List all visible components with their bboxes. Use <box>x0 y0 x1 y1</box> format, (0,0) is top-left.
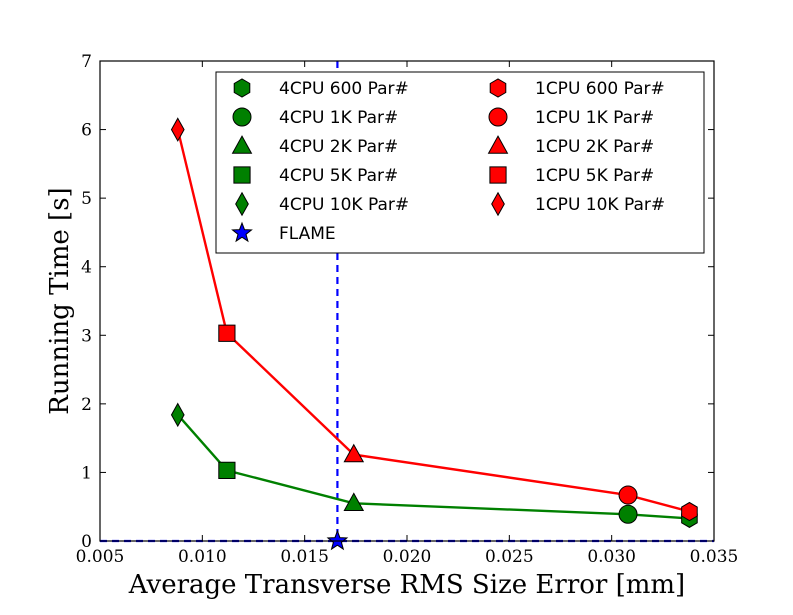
legend-marker-diamond <box>235 191 249 217</box>
point-1cpu-triangle <box>343 443 365 463</box>
x-tick-label: 0.015 <box>280 547 329 567</box>
x-tick-label: 0.010 <box>178 547 227 567</box>
legend-marker-circle <box>232 107 252 127</box>
legend-label: 1CPU 1K Par# <box>535 108 654 128</box>
x-tick-label: 0.025 <box>485 547 534 567</box>
point-4cpu-diamond <box>170 402 185 428</box>
point-1cpu-square <box>218 324 236 342</box>
y-tick-label: 2 <box>81 395 92 415</box>
x-axis-label: Average Transverse RMS Size Error [mm] <box>128 570 685 600</box>
x-tick-label: 0.030 <box>587 547 636 567</box>
legend-label: 1CPU 600 Par# <box>535 79 665 99</box>
legend-marker-square <box>489 166 507 184</box>
point-1cpu-hexagon <box>681 501 698 522</box>
flame-point <box>326 529 349 551</box>
legend-marker-hexagon <box>233 78 251 98</box>
legend-marker-circle <box>488 107 508 127</box>
x-tick-label: 0.020 <box>383 547 432 567</box>
point-4cpu-square <box>218 461 236 479</box>
point-4cpu-circle <box>618 504 638 524</box>
y-tick-label: 6 <box>81 121 92 141</box>
legend-marker-square <box>233 166 251 184</box>
axes: 0.005 0.010 0.015 0.020 0.025 0.030 0.035 0 1 2 3 4… <box>45 52 738 600</box>
y-tick-label: 3 <box>81 326 92 346</box>
legend-label: 4CPU 5K Par# <box>279 166 398 186</box>
legend-marker-triangle <box>231 135 253 154</box>
legend-label: 4CPU 10K Par# <box>279 195 409 215</box>
legend-marker-hexagon <box>489 78 507 98</box>
legend-label: 1CPU 10K Par# <box>535 195 665 215</box>
legend-marker-diamond <box>491 191 505 217</box>
x-tick-label: 0.005 <box>76 547 125 567</box>
point-4cpu-triangle <box>343 492 365 511</box>
point-1cpu-circle <box>618 485 638 505</box>
legend-label: 4CPU 2K Par# <box>279 137 398 157</box>
legend-label: FLAME <box>279 224 336 244</box>
x-tick-label: 0.035 <box>690 547 739 567</box>
y-tick-label: 4 <box>81 258 92 278</box>
legend-label: 1CPU 2K Par# <box>535 137 654 157</box>
legend-label: 4CPU 1K Par# <box>279 108 398 128</box>
y-tick-label: 7 <box>81 52 92 72</box>
legend-label: 4CPU 600 Par# <box>279 79 409 99</box>
y-axis-label: Running Time [s] <box>45 187 75 414</box>
legend: 4CPU 600 Par# 4CPU 1K Par# 4CPU 2K Par# 4CP… <box>215 71 705 254</box>
legend-box <box>215 71 705 254</box>
point-1cpu-diamond <box>170 117 185 142</box>
legend-marker-star <box>231 221 253 243</box>
legend-label: 1CPU 5K Par# <box>535 166 654 186</box>
legend-marker-triangle <box>487 135 509 154</box>
y-tick-label: 1 <box>81 463 92 483</box>
y-tick-label: 5 <box>81 189 92 209</box>
y-tick-label: 0 <box>81 532 92 552</box>
